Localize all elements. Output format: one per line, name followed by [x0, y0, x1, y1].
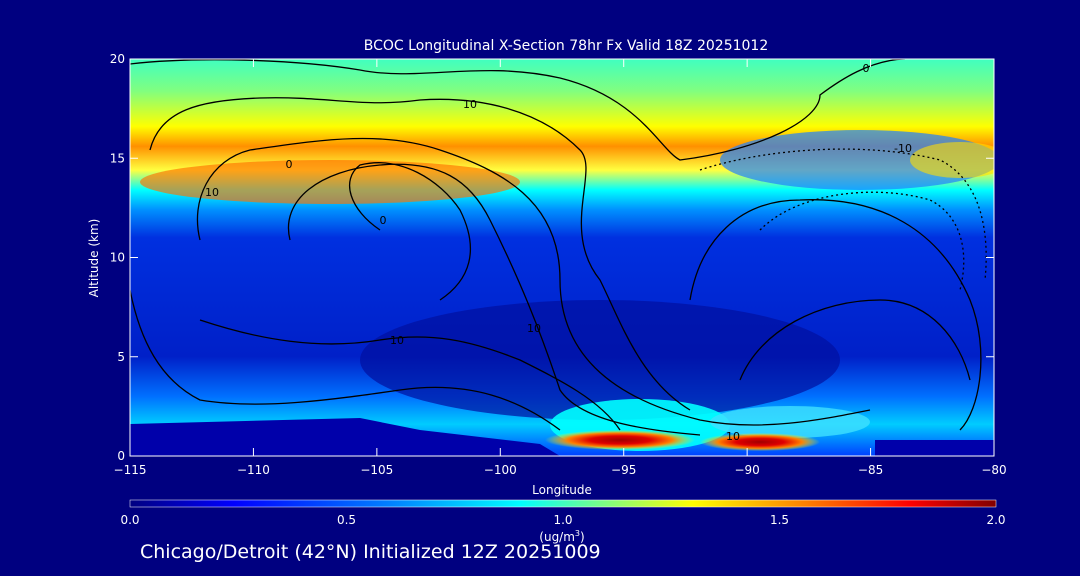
- x-tick-label: −85: [858, 463, 883, 477]
- y-axis-label: Altitude (km): [87, 219, 101, 298]
- contour-label: 10: [527, 322, 541, 335]
- x-tick-label: −80: [981, 463, 1006, 477]
- contour-line: [699, 148, 987, 281]
- contour-lines: [130, 59, 987, 436]
- colorbar-tick-label: 2.0: [986, 513, 1005, 527]
- contour-label: 0: [380, 214, 387, 227]
- surface-max-1: [545, 430, 695, 450]
- colorbar-ticks: 0.0 0.5 1.0 1.5 2.0: [120, 513, 1005, 527]
- y-tick-label: 10: [110, 251, 125, 265]
- x-tick-label: −105: [360, 463, 393, 477]
- colorbar-units: (ug/m3): [539, 529, 584, 544]
- x-tick-label: −110: [237, 463, 270, 477]
- contour-label-group: 10 10 10 10 10 0 0 0 -10: [205, 62, 912, 443]
- mid-dark-area: [360, 300, 840, 420]
- colorbar-tick-label: 1.0: [553, 513, 572, 527]
- contour-label: 10: [463, 98, 477, 111]
- contour-label: 0: [286, 158, 293, 171]
- y-tick-label: 15: [110, 151, 125, 165]
- colorbar-tick-label: 1.5: [770, 513, 789, 527]
- lower-cyan-plume-2: [710, 406, 870, 438]
- y-tick-label: 0: [117, 449, 125, 463]
- contour-line: [130, 59, 906, 161]
- colorbar-tick-label: 0.5: [337, 513, 356, 527]
- surface-max-2: [700, 433, 820, 451]
- y-axis: 0 5 10 15 20: [110, 52, 994, 463]
- contour-line: [199, 319, 621, 431]
- x-tick-label: −90: [734, 463, 759, 477]
- y-tick-label: 5: [117, 350, 125, 364]
- x-tick-label: −95: [611, 463, 636, 477]
- y-tick-label: 20: [110, 52, 125, 66]
- contour-label: 10: [390, 334, 404, 347]
- x-axis-label: Longitude: [532, 483, 592, 497]
- contour-line: [287, 163, 701, 436]
- x-tick-label: −100: [484, 463, 517, 477]
- x-tick-label: −115: [114, 463, 147, 477]
- terrain: [130, 418, 560, 456]
- contour-line: [689, 199, 982, 431]
- contour-line: [739, 299, 971, 381]
- contour-line: [349, 162, 472, 301]
- contour-label: 10: [205, 186, 219, 199]
- upper-max-band: [140, 160, 520, 204]
- upper-right-patch: [720, 130, 994, 190]
- contour-label: 10: [726, 430, 740, 443]
- contour-label: 0: [863, 62, 870, 75]
- heatmap-field: [130, 59, 994, 456]
- x-axis: −115 −110 −105 −100 −95 −90 −85 −80: [114, 59, 1007, 477]
- terrain-right: [875, 440, 994, 456]
- contour-label: -10: [894, 142, 912, 155]
- contour-line: [196, 137, 871, 426]
- contour-line: [130, 289, 561, 431]
- colorbar: [129, 499, 997, 508]
- footer-caption: Chicago/Detroit (42°N) Initialized 12Z 2…: [140, 541, 601, 563]
- contour-line: [149, 97, 691, 411]
- chart-title: BCOC Longitudinal X-Section 78hr Fx Vali…: [364, 38, 768, 54]
- right-yellow-patch: [910, 142, 994, 178]
- colorbar-tick-label: 0.0: [120, 513, 139, 527]
